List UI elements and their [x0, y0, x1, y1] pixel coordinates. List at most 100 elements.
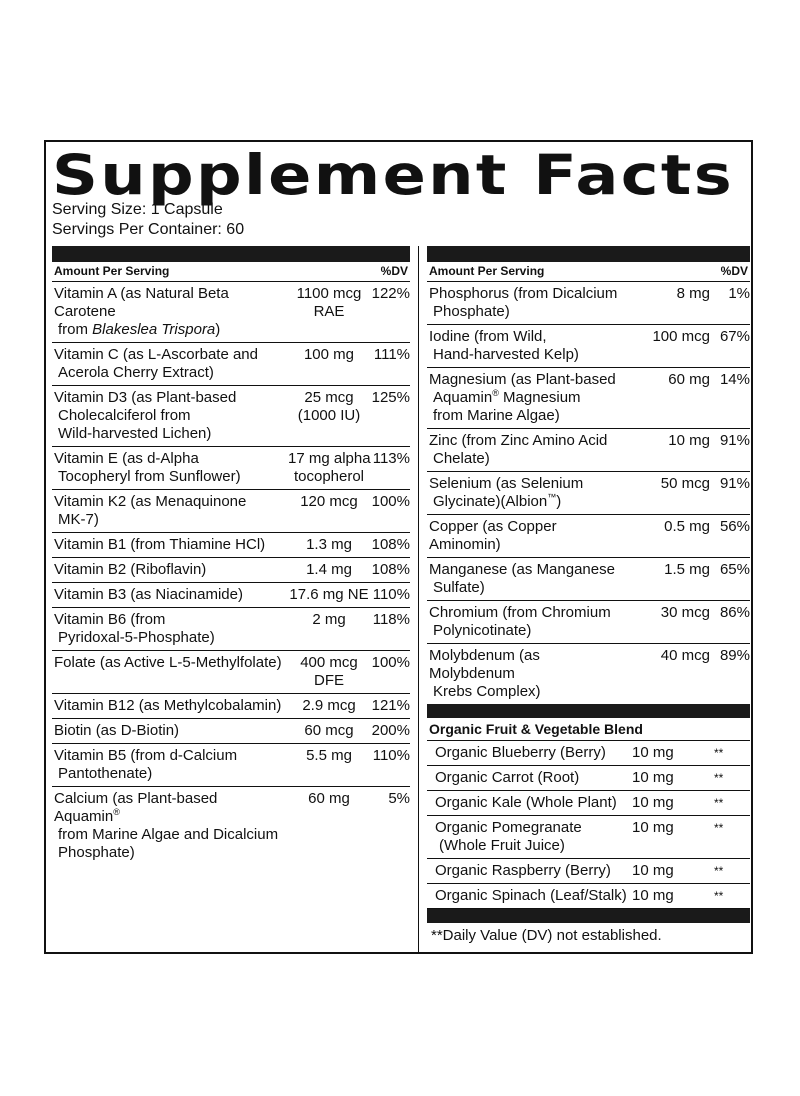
daily-value: 118%: [372, 611, 410, 628]
amount-per-serving-label: Amount Per Serving: [54, 264, 170, 278]
blend-ingredient-name: Organic Kale (Whole Plant): [435, 794, 632, 812]
blend-row: Organic Raspberry (Berry) 10 mg **: [427, 859, 750, 884]
nutrient-name: Chromium (from Chromium Polynicotinate): [429, 604, 624, 640]
nutrient-name-line: Pantothenate): [58, 765, 153, 782]
nutrient-row: Biotin (as D-Biotin) 60 mcg 200%: [52, 719, 410, 744]
daily-value: 100%: [371, 654, 410, 671]
blend-name-line: Organic Pomegranate: [435, 819, 582, 836]
daily-value: 108%: [371, 536, 410, 553]
supplement-facts-panel: Supplement Facts Serving Size: 1 Capsule…: [44, 140, 753, 954]
nutrient-name: Vitamin A (as Natural Beta Carotene from …: [54, 285, 288, 339]
daily-value: 200%: [371, 722, 410, 739]
nutrient-name-line: Zinc (from Zinc Amino Acid: [429, 432, 608, 449]
nutrient-row: Molybdenum (as Molybdenum Krebs Complex) 4…: [427, 644, 750, 704]
daily-value: 91%: [719, 432, 750, 449]
amount-line: 8 mg: [676, 285, 710, 302]
nutrient-row: Vitamin B3 (as Niacinamide) 17.6 mg NE 110…: [52, 583, 410, 608]
daily-value: 65%: [719, 561, 750, 578]
nutrient-name-line: Vitamin B6 (from: [54, 611, 166, 628]
nutrient-name-line: Phosphorus (from Dicalcium: [429, 285, 618, 302]
nutrient-row: Vitamin K2 (as Menaquinone MK-7) 120 mcg 10…: [52, 490, 410, 533]
blend-amount: 10 mg: [632, 794, 674, 811]
blend-daily-value: **: [714, 889, 724, 903]
nutrient-name: Vitamin E (as d-Alpha Tocopheryl from Sun…: [54, 450, 288, 486]
left-header-bar: [52, 246, 410, 262]
amount-line: 400 mcg: [300, 654, 358, 671]
nutrient-name: Biotin (as D-Biotin): [54, 722, 288, 740]
amount-line: 1100 mcg: [296, 285, 362, 302]
daily-value: 110%: [372, 586, 410, 603]
nutrient-name-line: Wild-harvested Lichen): [58, 425, 212, 442]
blend-list: Organic Blueberry (Berry) 10 mg ** Organic …: [427, 741, 750, 909]
nutrient-name-line: Magnesium (as Plant-based: [429, 371, 616, 388]
amount: 1.3 mg: [288, 536, 370, 554]
nutrient-name: Copper (as Copper Aminomin): [429, 518, 624, 554]
amount-line: 1.5 mg: [664, 561, 710, 578]
daily-value: 122%: [371, 285, 410, 302]
blend-name-line: (Whole Fruit Juice): [439, 837, 565, 854]
nutrient-row: Selenium (as Selenium Glycinate)(Albion™)…: [427, 472, 750, 515]
nutrient-name: Selenium (as Selenium Glycinate)(Albion™): [429, 475, 624, 511]
blend-header-bar: [427, 704, 750, 718]
amount: 60 mg: [288, 790, 370, 808]
amount: 25 mcg (1000 IU): [288, 389, 370, 425]
amount: 17 mg alpha tocopherol: [288, 450, 371, 486]
amount-unit-line: RAE: [313, 303, 345, 320]
daily-value: 100%: [371, 493, 410, 510]
column-divider: [418, 246, 419, 954]
nutrient-name-line: Vitamin C (as L-Ascorbate and: [54, 346, 258, 363]
amount: 120 mcg: [288, 493, 370, 511]
daily-value: 14%: [719, 371, 750, 388]
amount-unit-line: DFE: [314, 672, 344, 689]
amount: 50 mcg: [624, 475, 716, 493]
nutrient-row: Vitamin B2 (Riboflavin) 1.4 mg 108%: [52, 558, 410, 583]
nutrient-row: Iodine (from Wild, Hand-harvested Kelp) 10…: [427, 325, 750, 368]
nutrient-name-line: Acerola Cherry Extract): [58, 364, 214, 381]
nutrient-row: Calcium (as Plant-based Aquamin® from Mar…: [52, 787, 410, 865]
blend-name-line: Organic Raspberry (Berry): [435, 862, 611, 879]
amount-line: 1.3 mg: [306, 536, 352, 553]
amount: 1.5 mg: [624, 561, 716, 579]
nutrient-name-line: ): [215, 321, 221, 338]
blend-row: Organic Pomegranate (Whole Fruit Juice) 10…: [427, 816, 750, 859]
nutrient-name: Iodine (from Wild, Hand-harvested Kelp): [429, 328, 624, 364]
nutrient-name: Zinc (from Zinc Amino Acid Chelate): [429, 432, 624, 468]
nutrient-row: Copper (as Copper Aminomin) 0.5 mg 56%: [427, 515, 750, 558]
nutrient-name-line: Vitamin D3 (as Plant-based: [54, 389, 237, 406]
daily-value: 110%: [372, 747, 410, 764]
nutrient-name: Magnesium (as Plant-based Aquamin® Magnes…: [429, 371, 624, 425]
nutrient-row: Zinc (from Zinc Amino Acid Chelate) 10 mg 9…: [427, 429, 750, 472]
nutrient-name: Vitamin C (as L-Ascorbate and Acerola Che…: [54, 346, 288, 382]
blend-name-line: Organic Blueberry (Berry): [435, 744, 606, 761]
amount: 400 mcg DFE: [288, 654, 370, 690]
nutrient-name-line: Folate (as Active L-5-Methylfolate): [54, 654, 282, 671]
nutrient-name-line: Phosphate): [58, 844, 135, 861]
nutrient-row: Vitamin E (as d-Alpha Tocopheryl from Sun…: [52, 447, 410, 490]
blend-daily-value: **: [714, 746, 724, 760]
right-column-header: Amount Per Serving %DV: [427, 262, 750, 282]
blend-amount: 10 mg: [632, 769, 674, 786]
nutrient-name-line: from Marine Algae and Dicalcium: [58, 826, 279, 843]
nutrient-row: Magnesium (as Plant-based Aquamin® Magnes…: [427, 368, 750, 429]
dv-label: %DV: [380, 264, 408, 278]
nutrient-name-line: from: [58, 321, 93, 338]
amount: 10 mg: [624, 432, 716, 450]
nutrient-name-line: Vitamin A (as Natural Beta Carotene: [54, 285, 229, 320]
amount-line: 25 mcg: [304, 389, 354, 406]
nutrient-name-line: Hand-harvested Kelp): [433, 346, 579, 363]
amount-line: 0.5 mg: [664, 518, 710, 535]
daily-value: 1%: [728, 285, 750, 302]
nutrient-name-line: Krebs Complex): [433, 683, 541, 700]
amount: 2.9 mcg: [288, 697, 370, 715]
blend-name-line: Organic Kale (Whole Plant): [435, 794, 617, 811]
nutrient-name-line: Pyridoxal-5-Phosphate): [58, 629, 215, 646]
amount: 30 mcg: [624, 604, 716, 622]
amount-line: 17 mg alpha: [288, 450, 371, 467]
daily-value: 121%: [371, 697, 410, 714]
daily-value: 89%: [719, 647, 750, 664]
amount-line: 10 mg: [668, 432, 710, 449]
amount-line: 40 mcg: [660, 647, 710, 664]
species-name: Blakeslea Trispora: [92, 321, 216, 338]
amount-line: 120 mcg: [300, 493, 358, 510]
nutrient-name-line: Phosphate): [433, 303, 510, 320]
